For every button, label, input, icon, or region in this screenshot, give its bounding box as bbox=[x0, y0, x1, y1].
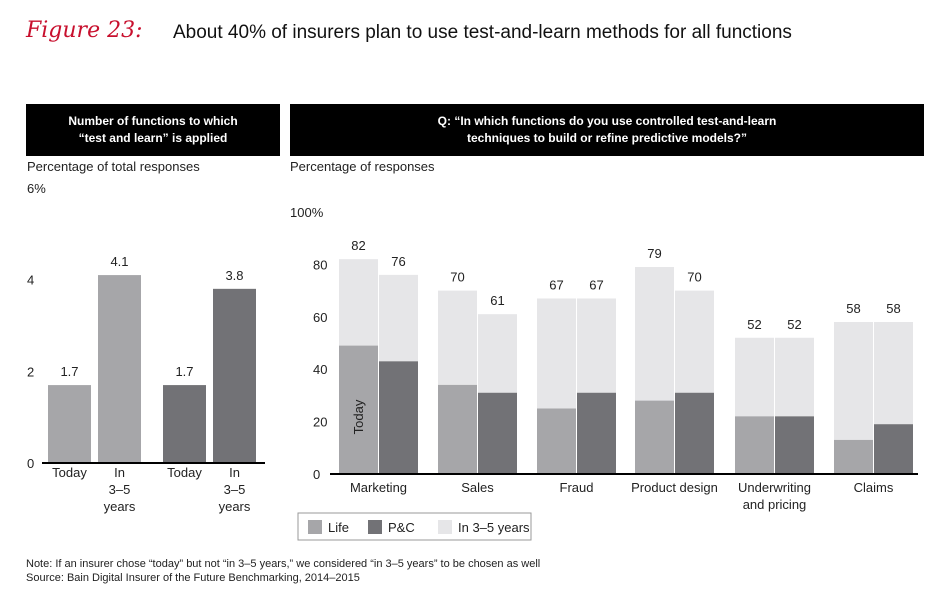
left-y-tick-label: 2 bbox=[27, 364, 34, 379]
right-panel-subtitle: Percentage of responses bbox=[290, 159, 435, 174]
right-bar-today-segment bbox=[735, 416, 774, 474]
right-bar-value-label: 79 bbox=[647, 246, 661, 261]
figure-title: About 40% of insurers plan to use test-a… bbox=[173, 22, 792, 43]
legend-swatch bbox=[368, 520, 382, 534]
legend-swatch bbox=[438, 520, 452, 534]
right-category-label: Product design bbox=[631, 480, 718, 495]
left-y-tick-label: 6% bbox=[27, 181, 46, 196]
legend-box bbox=[297, 512, 532, 541]
left-bar bbox=[213, 288, 256, 463]
left-bar bbox=[48, 385, 91, 463]
left-y-tick-label: 4 bbox=[27, 273, 34, 288]
left-bar-value-label: 3.8 bbox=[225, 268, 243, 283]
right-bar-today-segment bbox=[675, 392, 714, 474]
left-bar-value-label: 1.7 bbox=[175, 364, 193, 379]
figure-title-row: Figure 23: About 40% of insurers plan to… bbox=[26, 18, 926, 54]
right-category-label: Underwriting bbox=[738, 480, 811, 495]
right-bar-value-label: 58 bbox=[886, 301, 900, 316]
right-bar-today-segment bbox=[577, 392, 616, 474]
right-category-label: Marketing bbox=[350, 480, 407, 495]
right-bar-value-label: 67 bbox=[589, 277, 603, 292]
right-category-label: and pricing bbox=[743, 497, 807, 512]
left-x-tick-label: 3–5 bbox=[109, 482, 131, 497]
right-category-label: Claims bbox=[854, 480, 894, 495]
right-bar-today-segment bbox=[635, 400, 674, 474]
right-bar-today-segment bbox=[874, 424, 913, 474]
right-bar-today-segment bbox=[379, 361, 418, 474]
right-header-line-1: Q: “In which functions do you use contro… bbox=[437, 114, 777, 128]
left-panel-header: Number of functions to which “test and l… bbox=[26, 104, 280, 156]
right-bar-value-label: 82 bbox=[351, 238, 365, 253]
left-x-tick-label: years bbox=[104, 499, 136, 514]
left-y-tick-label: 0 bbox=[27, 456, 34, 471]
legend-label: P&C bbox=[388, 520, 415, 535]
left-bar bbox=[163, 385, 206, 463]
right-bar-value-label: 70 bbox=[687, 270, 701, 285]
right-bar-today-segment bbox=[438, 384, 477, 474]
figure-label: Figure 23: bbox=[26, 18, 143, 43]
right-bar-value-label: 61 bbox=[490, 293, 504, 308]
right-bar-today-segment bbox=[339, 345, 378, 474]
right-y-tick-label: 60 bbox=[313, 310, 327, 325]
right-y-tick-label: 20 bbox=[313, 415, 327, 430]
left-header-line-1: Number of functions to which bbox=[68, 114, 238, 128]
right-y-tick-label: 100% bbox=[290, 205, 324, 220]
right-bar-value-label: 67 bbox=[549, 277, 563, 292]
legend-label: Life bbox=[328, 520, 349, 535]
right-bar-today-segment bbox=[775, 416, 814, 474]
right-y-tick-label: 40 bbox=[313, 362, 327, 377]
right-y-tick-label: 0 bbox=[313, 467, 320, 482]
right-category-label: Sales bbox=[461, 480, 494, 495]
right-category-label: Fraud bbox=[560, 480, 594, 495]
left-bar-value-label: 4.1 bbox=[110, 254, 128, 269]
left-x-tick-label: In bbox=[229, 465, 240, 480]
right-header-line-2: techniques to build or refine predictive… bbox=[466, 131, 748, 145]
left-bar-value-label: 1.7 bbox=[60, 364, 78, 379]
left-x-tick-label: Today bbox=[167, 465, 202, 480]
left-bar bbox=[98, 275, 141, 463]
left-panel-subtitle: Percentage of total responses bbox=[27, 159, 200, 174]
right-panel-header: Q: “In which functions do you use contro… bbox=[290, 104, 924, 156]
right-bar-value-label: 70 bbox=[450, 270, 464, 285]
right-bar-value-label: 52 bbox=[747, 317, 761, 332]
right-bar-value-label: 58 bbox=[846, 301, 860, 316]
left-x-tick-label: Today bbox=[52, 465, 87, 480]
left-x-tick-label: 3–5 bbox=[224, 482, 246, 497]
right-bar-today-segment bbox=[834, 439, 873, 474]
left-x-tick-label: years bbox=[219, 499, 251, 514]
right-bar-value-label: 52 bbox=[787, 317, 801, 332]
today-annotation: Today bbox=[351, 399, 366, 434]
footnote: Note: If an insurer chose “today” but no… bbox=[26, 558, 541, 570]
source-note: Source: Bain Digital Insurer of the Futu… bbox=[26, 572, 360, 584]
right-bar-value-label: 76 bbox=[391, 254, 405, 269]
legend-label: In 3–5 years bbox=[458, 520, 530, 535]
right-bar-today-segment bbox=[478, 392, 517, 474]
right-y-tick-label: 80 bbox=[313, 257, 327, 272]
legend-swatch bbox=[308, 520, 322, 534]
left-header-line-2: “test and learn” is applied bbox=[78, 131, 228, 145]
left-x-tick-label: In bbox=[114, 465, 125, 480]
right-bar-today-segment bbox=[537, 408, 576, 474]
